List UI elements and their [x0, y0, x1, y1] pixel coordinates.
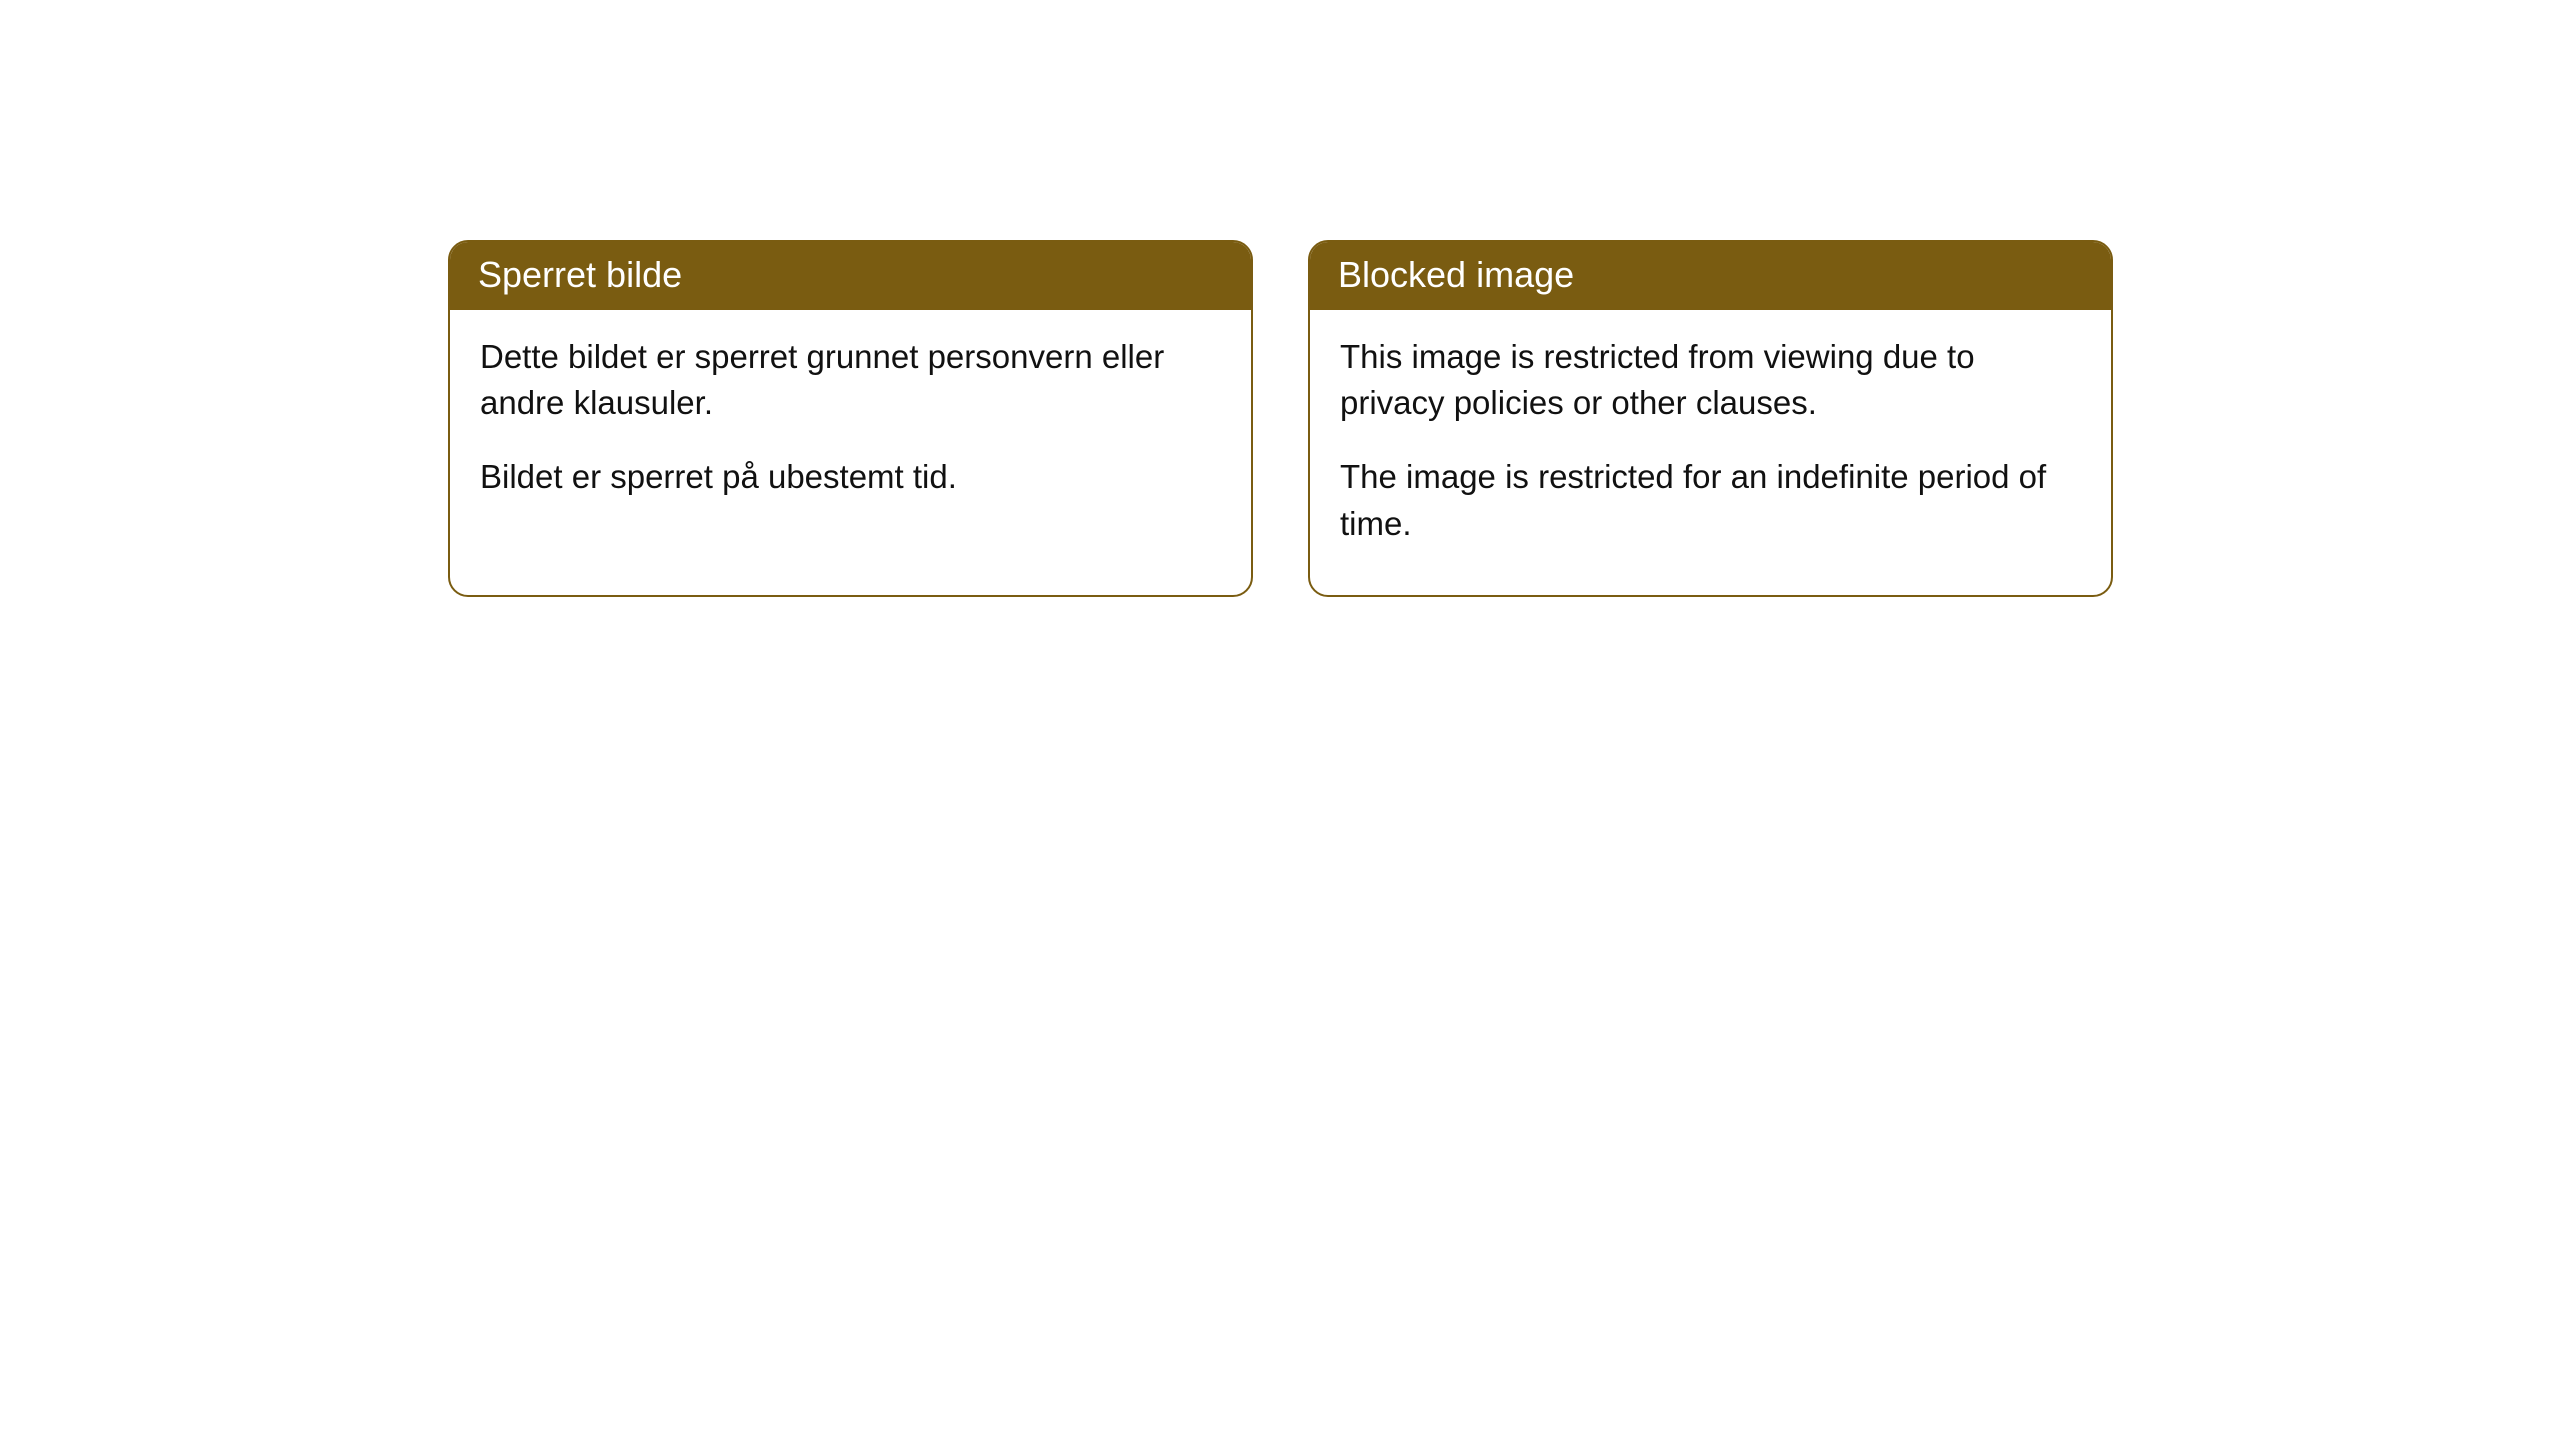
card-body: Dette bildet er sperret grunnet personve…	[450, 310, 1251, 549]
notice-card-norwegian: Sperret bilde Dette bildet er sperret gr…	[448, 240, 1253, 597]
card-header: Sperret bilde	[450, 242, 1251, 310]
notice-paragraph: This image is restricted from viewing du…	[1340, 334, 2081, 426]
notice-cards-container: Sperret bilde Dette bildet er sperret gr…	[448, 240, 2560, 597]
card-body: This image is restricted from viewing du…	[1310, 310, 2111, 595]
notice-paragraph: Bildet er sperret på ubestemt tid.	[480, 454, 1221, 500]
card-header: Blocked image	[1310, 242, 2111, 310]
notice-card-english: Blocked image This image is restricted f…	[1308, 240, 2113, 597]
notice-paragraph: Dette bildet er sperret grunnet personve…	[480, 334, 1221, 426]
notice-paragraph: The image is restricted for an indefinit…	[1340, 454, 2081, 546]
